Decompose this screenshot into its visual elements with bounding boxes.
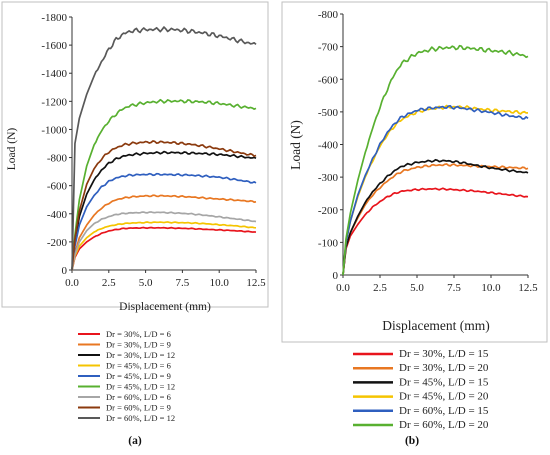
series-line-3 bbox=[342, 158, 529, 276]
y-tick-label: -400 bbox=[47, 209, 68, 221]
chart-b-frame bbox=[281, 1, 548, 343]
y-tick-label: -800 bbox=[47, 153, 68, 165]
legend-label: Dr = 60%, L/D = 6 bbox=[106, 392, 171, 402]
y-tick-label: -600 bbox=[47, 181, 68, 193]
y-tick-label: -200 bbox=[318, 205, 339, 217]
series-line-5 bbox=[342, 104, 529, 276]
y-tick-label: -1600 bbox=[41, 40, 67, 52]
y-tick-label: -700 bbox=[318, 42, 339, 54]
series-line-9 bbox=[71, 26, 257, 271]
x-tick-label: 0.0 bbox=[336, 282, 350, 294]
chart-b-caption: (b) bbox=[405, 435, 419, 447]
legend-label: Dr = 30%, L/D = 6 bbox=[106, 329, 171, 339]
series-line-1 bbox=[342, 187, 529, 276]
x-tick-label: 5.0 bbox=[139, 277, 153, 289]
chart-a-frame bbox=[1, 1, 269, 308]
x-tick-label: 12.5 bbox=[518, 282, 538, 294]
series-line-5 bbox=[71, 172, 257, 271]
x-tick-label: 12.5 bbox=[246, 277, 266, 289]
y-tick-label: 0 bbox=[333, 270, 339, 282]
legend-label: Dr = 60%, L/D = 15 bbox=[399, 405, 489, 417]
series-line-3 bbox=[71, 150, 257, 271]
chart-b-xlabel: Displacement (mm) bbox=[382, 318, 490, 333]
series-line-7 bbox=[71, 211, 257, 271]
x-tick-label: 2.5 bbox=[102, 277, 116, 289]
chart-b: Load (N) Displacement (mm) Dr = 30%, L/D… bbox=[288, 9, 538, 447]
x-tick-label: 2.5 bbox=[373, 282, 387, 294]
series-line-8 bbox=[71, 140, 257, 271]
y-tick-label: -1200 bbox=[41, 96, 67, 108]
y-tick-label: -500 bbox=[318, 107, 339, 119]
x-tick-label: 10.0 bbox=[210, 277, 230, 289]
legend-label: Dr = 30%, L/D = 20 bbox=[399, 362, 489, 374]
chart-b-legend: Dr = 30%, L/D = 15 Dr = 30%, L/D = 20 Dr =… bbox=[353, 348, 489, 431]
x-tick-label: 7.5 bbox=[176, 277, 190, 289]
chart-a-legend: Dr = 30%, L/D = 6Dr = 30%, L/D = 9Dr = 3… bbox=[78, 329, 175, 423]
x-tick-label: 7.5 bbox=[447, 282, 461, 294]
chart-a: Load (N) Displacement (mm) Dr = 30%, L/D… bbox=[6, 12, 266, 447]
series-line-1 bbox=[71, 226, 257, 271]
chart-a-ylabel: Load (N) bbox=[6, 128, 18, 171]
series-line-2 bbox=[71, 194, 257, 271]
legend-label: Dr = 45%, L/D = 6 bbox=[106, 361, 171, 371]
series-line-6 bbox=[342, 44, 529, 276]
y-tick-label: -1400 bbox=[41, 68, 67, 80]
chart-b-ylabel: Load (N) bbox=[288, 120, 303, 170]
y-tick-label: 0 bbox=[62, 265, 68, 277]
y-tick-label: -300 bbox=[318, 172, 339, 184]
series-line-6 bbox=[71, 98, 257, 271]
legend-label: Dr = 45%, L/D = 15 bbox=[399, 376, 489, 388]
series-line-4 bbox=[71, 221, 257, 271]
y-tick-label: -100 bbox=[318, 237, 339, 249]
y-tick-label: -1000 bbox=[41, 124, 67, 136]
x-tick-label: 0.0 bbox=[65, 277, 79, 289]
legend-label: Dr = 45%, L/D = 9 bbox=[106, 371, 171, 381]
series-line-4 bbox=[342, 104, 529, 276]
series-line-2 bbox=[342, 163, 529, 276]
y-tick-label: -200 bbox=[47, 237, 68, 249]
chart-a-xlabel: Displacement (mm) bbox=[119, 301, 211, 313]
y-tick-label: -600 bbox=[318, 74, 339, 86]
legend-label: Dr = 60%, L/D = 20 bbox=[399, 419, 489, 431]
legend-label: Dr = 30%, L/D = 12 bbox=[106, 350, 175, 360]
y-tick-label: -800 bbox=[318, 9, 339, 21]
legend-label: Dr = 30%, L/D = 9 bbox=[106, 340, 171, 350]
legend-label: Dr = 45%, L/D = 12 bbox=[106, 382, 175, 392]
x-tick-label: 10.0 bbox=[481, 282, 501, 294]
legend-label: Dr = 60%, L/D = 12 bbox=[106, 413, 175, 423]
legend-label: Dr = 60%, L/D = 9 bbox=[106, 403, 171, 413]
y-tick-label: -1800 bbox=[41, 12, 67, 24]
y-tick-label: -400 bbox=[318, 140, 339, 152]
legend-label: Dr = 30%, L/D = 15 bbox=[399, 348, 489, 360]
chart-a-caption: (a) bbox=[128, 435, 142, 447]
legend-label: Dr = 45%, L/D = 20 bbox=[399, 391, 489, 403]
x-tick-label: 5.0 bbox=[410, 282, 424, 294]
